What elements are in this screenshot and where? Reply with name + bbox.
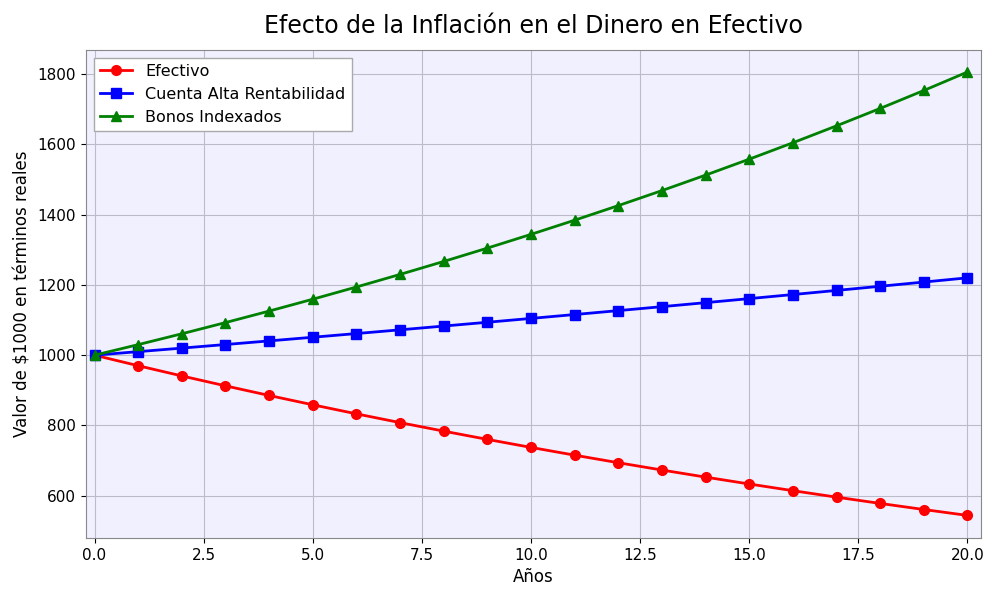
Efectivo [874,500,886,507]
Cuenta Alta Rentabilidad [394,326,406,334]
Efectivo [219,382,231,389]
Efectivo [350,410,362,418]
Bonos Indexados [918,87,930,94]
Efectivo [263,392,275,399]
Cuenta Alta Rentabilidad [219,341,231,348]
Cuenta Alta Rentabilidad [787,291,799,298]
Legend: Efectivo, Cuenta Alta Rentabilidad, Bonos Indexados: Efectivo, Cuenta Alta Rentabilidad, Bono… [94,58,352,131]
Bonos Indexados [961,68,973,76]
Efectivo [525,444,537,451]
Cuenta Alta Rentabilidad [918,278,930,286]
Bonos Indexados [874,105,886,112]
Efectivo [831,494,843,501]
Efectivo [656,466,668,473]
Efectivo [132,362,144,370]
Efectivo [569,452,581,459]
Efectivo [307,401,319,409]
Bonos Indexados [612,202,624,209]
Cuenta Alta Rentabilidad [263,337,275,344]
Efectivo [438,428,450,435]
Cuenta Alta Rentabilidad [176,344,188,352]
Cuenta Alta Rentabilidad [569,311,581,318]
Efectivo [89,352,101,359]
Bonos Indexados [176,330,188,337]
Efectivo [176,373,188,380]
Bonos Indexados [569,217,581,224]
Bonos Indexados [700,172,712,179]
Bonos Indexados [89,352,101,359]
Cuenta Alta Rentabilidad [700,299,712,306]
Bonos Indexados [787,139,799,146]
Cuenta Alta Rentabilidad [481,319,493,326]
Bonos Indexados [525,231,537,238]
Cuenta Alta Rentabilidad [961,274,973,281]
Cuenta Alta Rentabilidad [612,307,624,314]
Efectivo [700,473,712,481]
Bonos Indexados [219,319,231,326]
Line: Cuenta Alta Rentabilidad: Cuenta Alta Rentabilidad [90,273,972,360]
Efectivo [918,506,930,513]
Efectivo [743,481,755,488]
Bonos Indexados [743,155,755,163]
Bonos Indexados [263,307,275,314]
Cuenta Alta Rentabilidad [656,303,668,310]
Cuenta Alta Rentabilidad [438,322,450,329]
Bonos Indexados [438,258,450,265]
Bonos Indexados [481,245,493,252]
Efectivo [787,487,799,494]
Bonos Indexados [350,283,362,290]
Bonos Indexados [831,122,843,130]
Bonos Indexados [656,187,668,194]
Efectivo [481,436,493,443]
Line: Bonos Indexados: Bonos Indexados [90,67,972,360]
Cuenta Alta Rentabilidad [874,283,886,290]
Efectivo [961,512,973,519]
Cuenta Alta Rentabilidad [307,334,319,341]
Efectivo [394,419,406,426]
Cuenta Alta Rentabilidad [743,295,755,302]
Cuenta Alta Rentabilidad [350,330,362,337]
Y-axis label: Valor de $1000 en términos reales: Valor de $1000 en términos reales [14,151,32,437]
Bonos Indexados [307,296,319,303]
Cuenta Alta Rentabilidad [525,315,537,322]
Line: Efectivo: Efectivo [90,350,972,520]
Cuenta Alta Rentabilidad [132,348,144,355]
Efectivo [612,459,624,466]
Cuenta Alta Rentabilidad [89,352,101,359]
Cuenta Alta Rentabilidad [831,287,843,294]
Title: Efecto de la Inflación en el Dinero en Efectivo: Efecto de la Inflación en el Dinero en E… [264,14,803,38]
Bonos Indexados [394,271,406,278]
Bonos Indexados [132,341,144,348]
X-axis label: Años: Años [513,568,554,586]
